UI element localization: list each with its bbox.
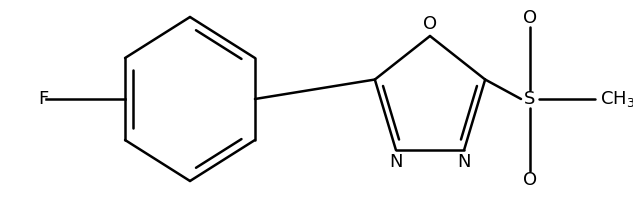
Text: S: S (524, 90, 536, 108)
Text: F: F (38, 90, 48, 108)
Text: O: O (523, 171, 537, 189)
Text: N: N (457, 153, 471, 171)
Text: N: N (389, 153, 403, 171)
Text: O: O (523, 9, 537, 27)
Text: CH$_3$: CH$_3$ (600, 89, 633, 109)
Text: O: O (423, 15, 437, 33)
